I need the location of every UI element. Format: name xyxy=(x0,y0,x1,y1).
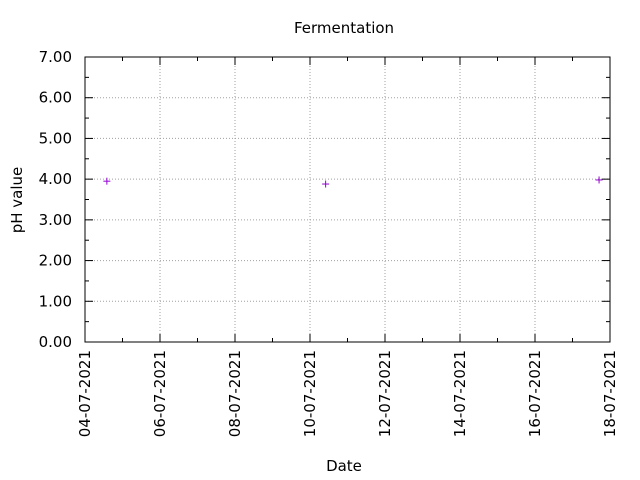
y-tick-label: 1.00 xyxy=(39,292,72,310)
grid xyxy=(85,57,610,342)
x-tick-label: 14-07-2021 xyxy=(451,350,469,437)
x-tick-label: 12-07-2021 xyxy=(376,350,394,437)
plot-frame xyxy=(84,56,611,343)
y-tick-label: 3.00 xyxy=(39,211,72,229)
y-tick-label: 5.00 xyxy=(39,129,72,147)
y-axis-label: pH value xyxy=(8,167,26,234)
y-tick-label: 2.00 xyxy=(39,252,72,270)
x-tick-label: 04-07-2021 xyxy=(76,350,94,437)
data-point xyxy=(595,176,603,184)
y-tick-label: 6.00 xyxy=(39,89,72,107)
y-tick-label: 4.00 xyxy=(39,170,72,188)
y-tick-labels: 0.00 1.00 2.00 3.00 4.00 5.00 6.00 7.00 xyxy=(39,48,72,351)
x-tick-label: 18-07-2021 xyxy=(601,350,619,437)
x-tick-label: 16-07-2021 xyxy=(526,350,544,437)
x-tick-label: 10-07-2021 xyxy=(301,350,319,437)
data-points xyxy=(103,176,603,188)
x-tick-label: 06-07-2021 xyxy=(151,350,169,437)
y-tick-label: 7.00 xyxy=(39,48,72,66)
chart-title: Fermentation xyxy=(294,19,394,37)
y-tick-label: 0.00 xyxy=(39,333,72,351)
data-point xyxy=(103,177,111,185)
x-tick-labels: 04-07-2021 06-07-2021 08-07-2021 10-07-2021… xyxy=(76,350,619,437)
x-axis-label: Date xyxy=(326,457,362,475)
data-point xyxy=(322,180,330,188)
ticks xyxy=(84,56,611,343)
x-tick-label: 08-07-2021 xyxy=(226,350,244,437)
